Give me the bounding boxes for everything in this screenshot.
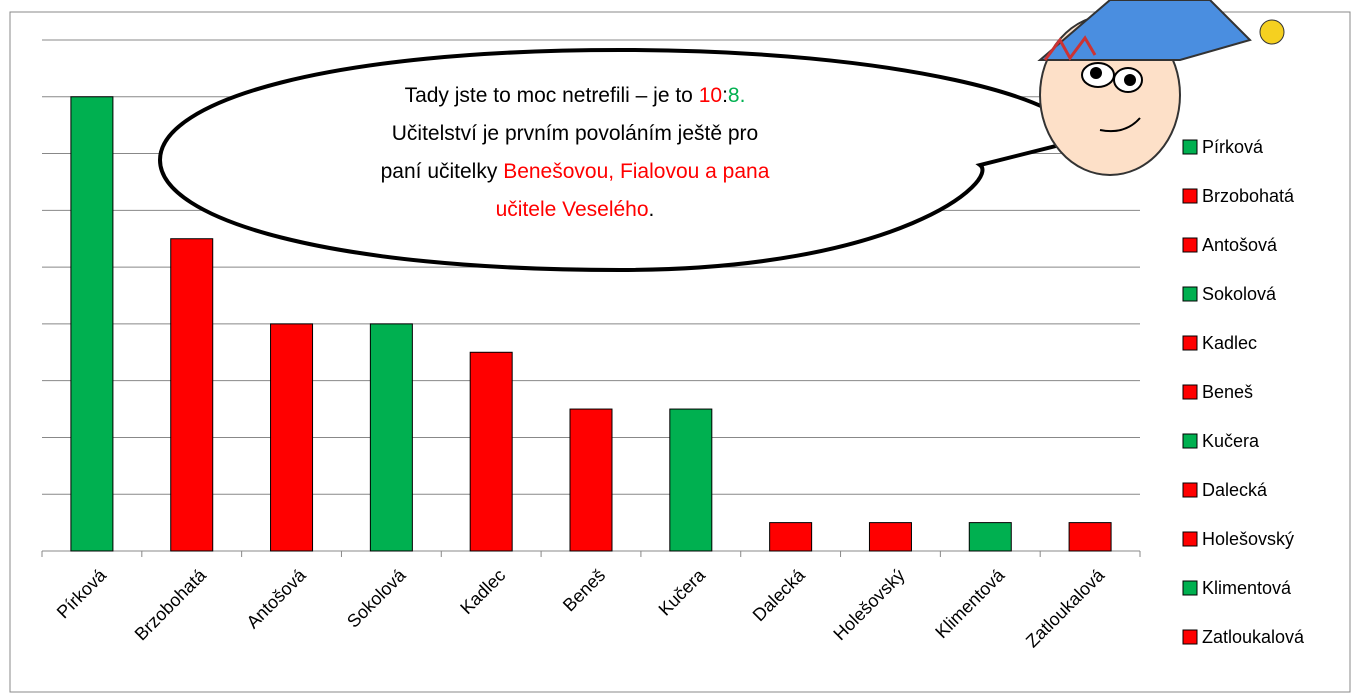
legend-swatch	[1183, 434, 1197, 448]
bubble-segment: 8.	[728, 84, 746, 107]
legend-label: Klimentová	[1202, 578, 1292, 598]
bar	[670, 409, 712, 551]
legend-swatch	[1183, 238, 1197, 252]
bubble-segment: .	[649, 198, 655, 221]
legend-label: Holešovský	[1202, 529, 1294, 549]
legend-swatch	[1183, 532, 1197, 546]
legend-swatch	[1183, 189, 1197, 203]
legend-swatch	[1183, 385, 1197, 399]
bar	[869, 523, 911, 551]
bubble-segment: Učitelství je prvním povoláním ještě pro	[392, 122, 758, 145]
legend-label: Beneš	[1202, 382, 1253, 402]
bubble-segment: učitele Veselého	[496, 198, 649, 221]
bubble-line: Učitelství je prvním povoláním ještě pro	[392, 122, 758, 145]
legend-swatch	[1183, 336, 1197, 350]
bar	[370, 324, 412, 551]
legend-label: Pírková	[1202, 137, 1264, 157]
bar	[1069, 523, 1111, 551]
page: {"chart_data": {"type": "bar", "categori…	[0, 0, 1359, 698]
legend-swatch	[1183, 630, 1197, 644]
legend-label: Antošová	[1202, 235, 1278, 255]
legend-label: Sokolová	[1202, 284, 1277, 304]
legend-swatch	[1183, 287, 1197, 301]
bubble-segment: Tady jste to moc netrefili – je to	[405, 84, 699, 107]
pupil	[1090, 67, 1102, 79]
pompom	[1260, 20, 1284, 44]
bar	[570, 409, 612, 551]
legend-label: Kadlec	[1202, 333, 1257, 353]
bar	[969, 523, 1011, 551]
pupil	[1124, 74, 1136, 86]
bubble-segment: paní učitelky	[381, 160, 504, 183]
legend-label: Dalecká	[1202, 480, 1268, 500]
bubble-line: paní učitelky Benešovou, Fialovou a pana	[381, 160, 770, 183]
bubble-line: Tady jste to moc netrefili – je to 10:8.	[405, 84, 746, 107]
bubble-line: učitele Veselého.	[496, 198, 655, 221]
chart: Pírková Brzobohatá Antošová Sokolová Kadlec B…	[0, 0, 1359, 698]
legend-swatch	[1183, 483, 1197, 497]
bar	[770, 523, 812, 551]
legend-swatch	[1183, 140, 1197, 154]
legend-label: Kučera	[1202, 431, 1260, 451]
bar	[171, 239, 213, 551]
bar	[271, 324, 313, 551]
legend-label: Brzobohatá	[1202, 186, 1295, 206]
bubble-segment: Benešovou, Fialovou a pana	[503, 160, 770, 183]
legend-label: Zatloukalová	[1202, 627, 1305, 647]
bar	[71, 97, 113, 551]
bar	[470, 352, 512, 551]
legend-swatch	[1183, 581, 1197, 595]
bubble-segment: 10	[699, 84, 722, 107]
